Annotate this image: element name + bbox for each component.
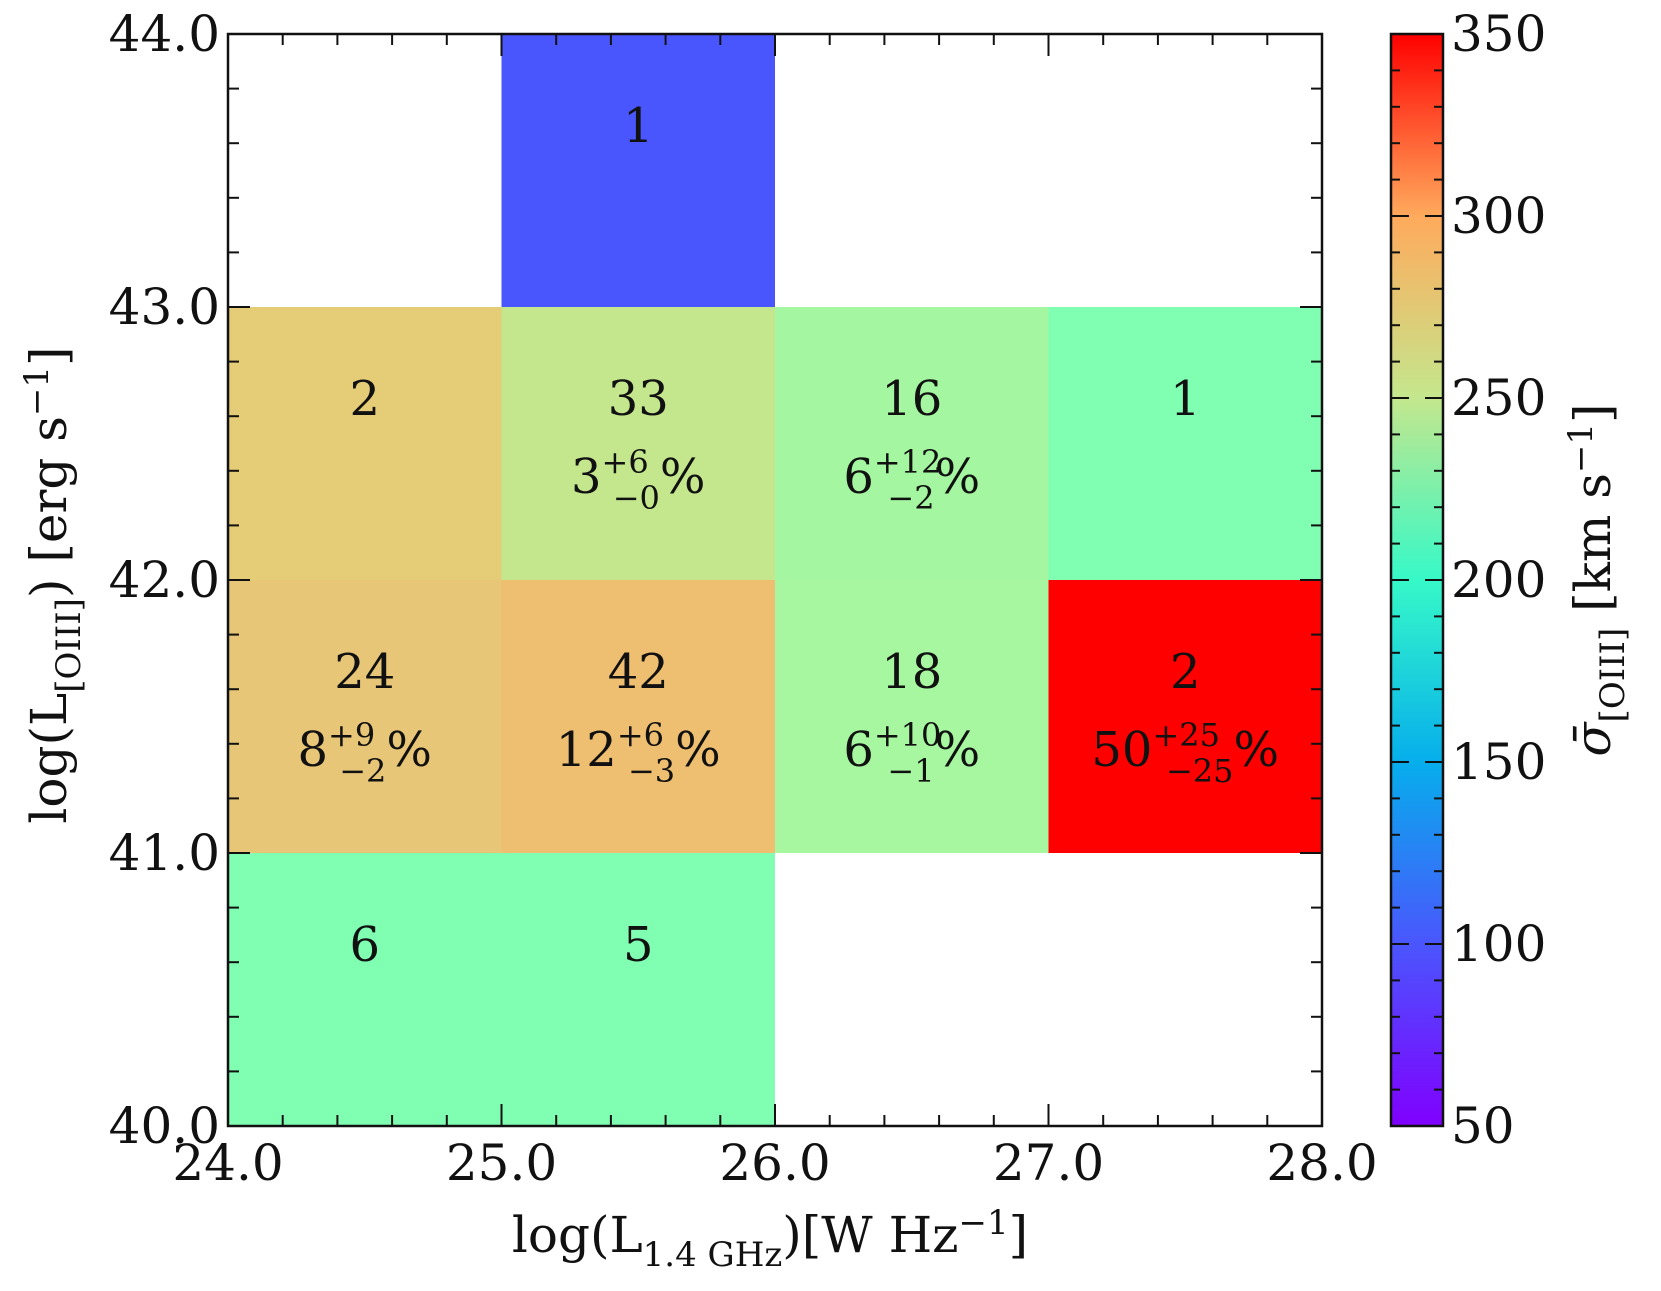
colorbar-label: σ̄[OIII] [km s−1] <box>1561 403 1633 756</box>
cell-count-label: 5 <box>623 917 654 973</box>
x-tick-label: 27.0 <box>993 1134 1104 1192</box>
cell-percent-label: 12+6 −3% <box>556 716 721 790</box>
heatmap-cells <box>228 34 1322 1126</box>
y-tick-label: 42.0 <box>109 551 220 609</box>
y-tick-label: 41.0 <box>109 824 220 882</box>
x-tick-label: 28.0 <box>1266 1134 1377 1192</box>
heatmap-cell <box>228 853 502 1126</box>
axis-labels: log(L1.4 GHz)[W Hz−1] log(L[OIII]) [erg … <box>17 346 1633 1275</box>
heatmap-cell <box>1048 307 1322 580</box>
colorbar-tick-label: 350 <box>1451 5 1546 63</box>
heatmap-cell <box>228 580 502 853</box>
y-axis-label: log(L[OIII]) [erg s−1] <box>17 346 89 823</box>
colorbar-tick-label: 300 <box>1451 187 1546 245</box>
plot-axes: 24.0 25.0 26.0 27.0 28.0 40.0 41.0 42.0 43.0 44.0 <box>109 5 1378 1192</box>
heatmap-cell <box>775 580 1049 853</box>
heatmap-cell <box>775 307 1049 580</box>
cell-count-label: 18 <box>881 644 942 700</box>
x-tick-label: 24.0 <box>172 1134 283 1192</box>
cell-count-label: 2 <box>349 371 380 427</box>
cell-count-label: 33 <box>608 371 669 427</box>
heatmap-cell-labels: 1 2 33 3+6 −0% 16 6+12 −2% 1 24 8+9 −2% 42 12+6 −3% 18 6… <box>298 98 1280 973</box>
heatmap-cell <box>228 307 502 580</box>
cell-percent-label: 3+6 −0% <box>571 443 706 517</box>
heatmap-cell <box>501 34 775 307</box>
heatmap-cell <box>501 853 775 1126</box>
cell-percent-label: 6+10 −1% <box>843 716 980 790</box>
heatmap-cell <box>501 580 775 853</box>
heatmap-cell <box>1048 580 1322 853</box>
colorbar: 50 100 150 200 250 300 350 <box>1389 5 1546 1155</box>
colorbar-tick-label: 200 <box>1451 551 1546 609</box>
heatmap-cell <box>501 307 775 580</box>
y-tick-label: 40.0 <box>109 1097 220 1155</box>
x-tick-label: 26.0 <box>719 1134 830 1192</box>
cell-percent-label: 6+12 −2% <box>843 443 980 517</box>
cell-count-label: 6 <box>349 917 380 973</box>
colorbar-tick-label: 100 <box>1451 915 1546 973</box>
x-tick-label: 25.0 <box>446 1134 557 1192</box>
cell-count-label: 1 <box>1170 371 1201 427</box>
cell-count-label: 1 <box>623 98 654 154</box>
y-tick-label: 44.0 <box>109 5 220 63</box>
cell-percent-label: 8+9 −2% <box>298 716 433 790</box>
cell-count-label: 24 <box>334 644 395 700</box>
cell-count-label: 2 <box>1170 644 1201 700</box>
x-axis-label: log(L1.4 GHz)[W Hz−1] <box>512 1203 1028 1275</box>
cell-percent-label: 50+25 −25% <box>1091 716 1279 790</box>
cell-count-label: 42 <box>608 644 669 700</box>
colorbar-tick-label: 150 <box>1451 733 1546 791</box>
cell-count-label: 16 <box>881 371 942 427</box>
colorbar-tick-label: 50 <box>1451 1097 1515 1155</box>
y-tick-label: 43.0 <box>109 278 220 336</box>
colorbar-tick-label: 250 <box>1451 369 1546 427</box>
